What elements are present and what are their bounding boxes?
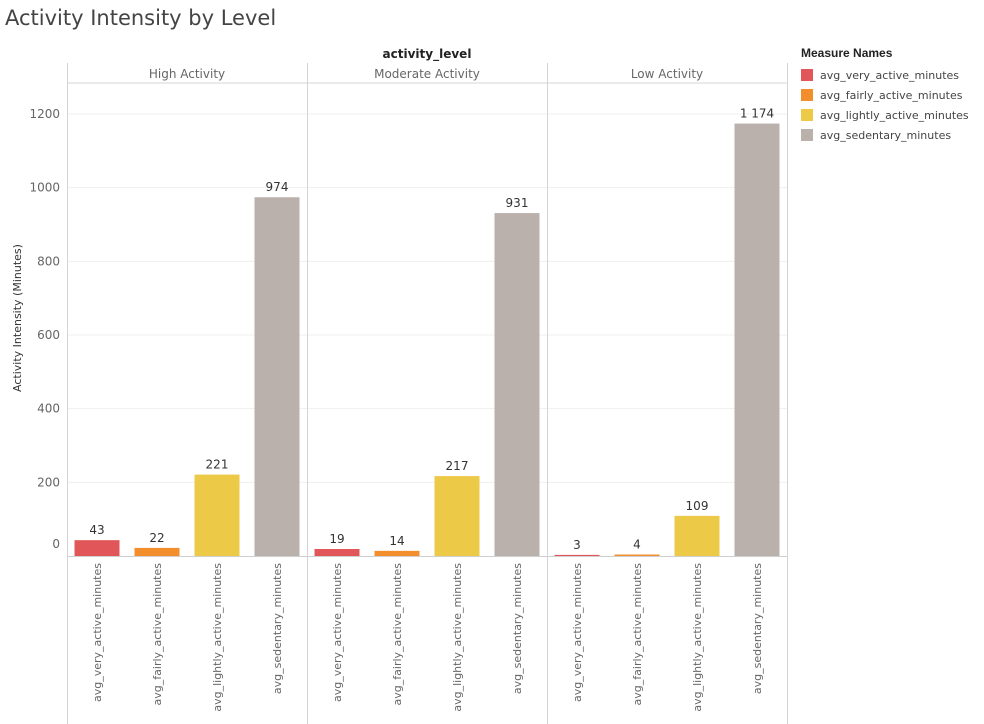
bar-value-label: 43 xyxy=(89,523,104,537)
legend-item-sedentary[interactable]: avg_sedentary_minutes xyxy=(801,125,969,145)
y-tick-label: 800 xyxy=(37,254,60,268)
legend-swatch xyxy=(801,129,813,141)
x-tick-label: avg_lightly_active_minutes xyxy=(211,563,224,712)
x-tick-label: avg_very_active_minutes xyxy=(91,563,104,702)
x-tick-label: avg_very_active_minutes xyxy=(571,563,584,702)
bar xyxy=(614,554,660,556)
panel-header-label: Low Activity xyxy=(631,67,703,81)
legend-item-lightly-active[interactable]: avg_lightly_active_minutes xyxy=(801,105,969,125)
y-tick-label: 0 xyxy=(52,537,60,551)
y-tick-label: 1000 xyxy=(29,181,60,195)
bar xyxy=(494,213,540,556)
bar xyxy=(254,197,300,556)
legend-label: avg_sedentary_minutes xyxy=(820,128,952,142)
x-tick-label: avg_fairly_active_minutes xyxy=(631,563,644,706)
legend[interactable]: Measure Names avg_very_active_minutes av… xyxy=(801,46,969,145)
legend-swatch xyxy=(801,109,813,121)
bar xyxy=(674,515,720,556)
bar xyxy=(374,550,420,556)
y-tick-label: 200 xyxy=(37,475,60,489)
column-header-title: activity_level xyxy=(383,47,472,62)
chart-title: Activity Intensity by Level xyxy=(5,6,277,30)
bar-value-label: 1 174 xyxy=(740,107,774,121)
panel-header-label: High Activity xyxy=(149,67,225,81)
x-tick-label: avg_very_active_minutes xyxy=(331,563,344,702)
panel-header-label: Moderate Activity xyxy=(374,67,480,81)
bar-value-label: 217 xyxy=(446,459,469,473)
bar xyxy=(314,549,360,556)
x-tick-label: avg_lightly_active_minutes xyxy=(451,563,464,712)
legend-label: avg_very_active_minutes xyxy=(820,68,960,82)
bar-value-label: 4 xyxy=(633,538,641,552)
bar xyxy=(194,474,240,556)
bar xyxy=(554,554,600,556)
chart-canvas: activity_level 0 200 400 600 800 1000 1200 Activ… xyxy=(11,47,788,724)
legend-title: Measure Names xyxy=(801,46,893,60)
bar xyxy=(434,476,480,556)
bar xyxy=(734,123,780,557)
bar-value-label: 3 xyxy=(573,538,581,552)
bar xyxy=(134,547,180,556)
x-tick-label: avg_lightly_active_minutes xyxy=(691,563,704,712)
legend-swatch xyxy=(801,89,813,101)
x-tick-label: avg_fairly_active_minutes xyxy=(151,563,164,706)
bar-value-label: 931 xyxy=(506,196,529,210)
y-tick-label: 1200 xyxy=(29,107,60,121)
y-axis-title: Activity Intensity (Minutes) xyxy=(11,244,24,392)
bar-value-label: 14 xyxy=(389,534,404,548)
bar-value-label: 221 xyxy=(206,458,229,472)
x-tick-label: avg_sedentary_minutes xyxy=(751,563,764,694)
bar-value-label: 19 xyxy=(329,532,344,546)
x-tick-label: avg_sedentary_minutes xyxy=(271,563,284,694)
x-tick-label: avg_fairly_active_minutes xyxy=(391,563,404,706)
legend-swatch xyxy=(801,69,813,81)
bar xyxy=(74,540,120,556)
y-tick-label: 400 xyxy=(37,402,60,416)
y-tick-label: 600 xyxy=(37,328,60,342)
bar-value-label: 109 xyxy=(686,499,709,513)
legend-label: avg_fairly_active_minutes xyxy=(820,88,963,102)
bar-value-label: 22 xyxy=(149,531,164,545)
bar-value-label: 974 xyxy=(266,180,289,194)
legend-label: avg_lightly_active_minutes xyxy=(820,108,969,122)
legend-item-fairly-active[interactable]: avg_fairly_active_minutes xyxy=(801,85,969,105)
x-tick-label: avg_sedentary_minutes xyxy=(511,563,524,694)
legend-item-very-active[interactable]: avg_very_active_minutes xyxy=(801,65,969,85)
